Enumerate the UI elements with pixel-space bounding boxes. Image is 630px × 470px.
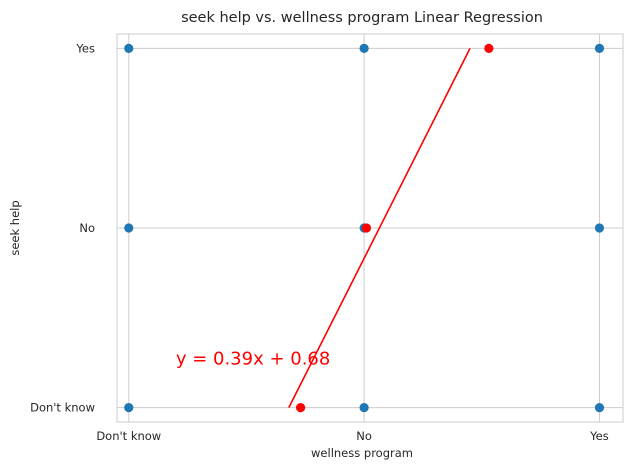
x-tick-label: Yes [589,429,609,443]
y-axis-label: seek help [8,200,22,255]
data-point [124,43,134,53]
data-point [594,403,605,413]
data-point [359,403,369,413]
x-axis-label: wellness program [311,446,413,460]
y-tick-label: Yes [75,41,95,55]
x-tick-labels: Don't know No Yes [96,429,608,443]
chart-title: seek help vs. wellness program Linear Re… [181,10,543,26]
regression-line [288,48,471,408]
x-tick-label: Don't know [96,429,161,443]
y-tick-labels: Don't know No Yes [30,41,95,414]
data-point [359,43,369,53]
data-point [594,43,605,53]
prediction-point [295,403,306,413]
data-point [124,403,134,413]
prediction-point [361,223,372,233]
y-tick-label: No [79,221,95,235]
regression-equation: y = 0.39x + 0.68 [176,349,331,370]
data-point [594,223,605,233]
scatter-points [124,43,605,413]
regression-lines [288,48,471,408]
prediction-point [484,43,494,53]
x-tick-label: No [356,429,372,443]
data-point [124,223,134,233]
y-tick-label: Don't know [30,401,95,415]
